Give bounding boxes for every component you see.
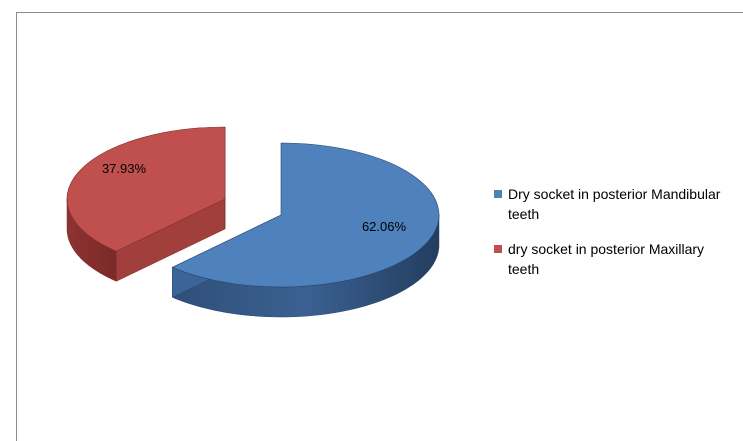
- slice-top-maxillary: [66, 126, 226, 252]
- legend-item-maxillary: dry socket in posterior Maxillary teeth: [494, 239, 739, 279]
- legend-label-mandibular: Dry socket in posterior Mandibular teeth: [508, 186, 721, 222]
- legend-item-mandibular: Dry socket in posterior Mandibular teeth: [494, 184, 739, 224]
- legend-label-maxillary: dry socket in posterior Maxillary teeth: [508, 241, 705, 277]
- legend-swatch-maxillary: [494, 245, 502, 253]
- slice-top-mandibular: [171, 142, 440, 288]
- data-label-maxillary: 37.93%: [102, 161, 147, 176]
- legend: Dry socket in posterior Mandibular teeth…: [494, 184, 739, 294]
- data-label-mandibular: 62.06%: [362, 219, 407, 234]
- legend-swatch-mandibular: [494, 190, 502, 198]
